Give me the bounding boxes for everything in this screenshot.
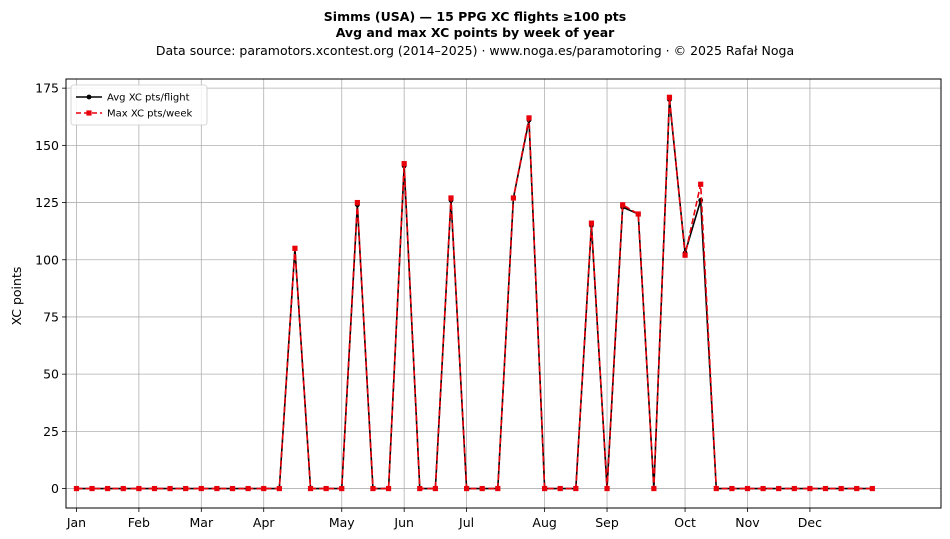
data-point (136, 485, 142, 492)
legend-label: Max XC pts/week (107, 109, 192, 120)
legend-label: Avg XC pts/flight (107, 93, 190, 104)
data-point (276, 485, 282, 492)
data-point (370, 485, 376, 492)
legend: Avg XC pts/flight Max XC pts/week (70, 84, 208, 126)
data-point (557, 485, 563, 492)
y-tick-label: 100 (35, 252, 59, 267)
data-point (479, 485, 485, 492)
data-point (120, 485, 126, 492)
x-tick-label: Nov (735, 515, 760, 530)
data-point (245, 485, 251, 492)
data-point (401, 161, 407, 167)
data-point (729, 485, 735, 492)
x-tick-label: Mar (190, 515, 214, 530)
data-point (448, 195, 454, 201)
series-max (73, 94, 875, 492)
x-tick-label: May (329, 515, 355, 530)
data-point (261, 485, 267, 492)
data-point (229, 485, 236, 492)
series-line (76, 98, 873, 490)
data-point (73, 485, 80, 492)
data-point (869, 485, 875, 492)
data-point (323, 485, 329, 492)
x-tick-label: Aug (532, 515, 556, 530)
data-point (417, 485, 423, 492)
data-point (620, 202, 626, 208)
legend-item: Max XC pts/week (76, 109, 192, 120)
data-point (214, 485, 220, 492)
legend-box (70, 84, 208, 126)
data-point (822, 485, 829, 492)
legend-marker (86, 94, 92, 100)
chart-title: Simms (USA) — 15 PPG XC flights ≥100 pts (324, 9, 626, 24)
x-tick-label: Sep (595, 515, 619, 530)
x-tick-label: Jun (393, 515, 414, 530)
data-point (854, 485, 860, 492)
data-point (510, 195, 517, 201)
y-tick-label: 150 (35, 138, 59, 153)
data-point (588, 220, 595, 226)
data-point (698, 181, 704, 187)
data-point (651, 485, 657, 492)
y-tick-label: 175 (35, 81, 59, 96)
data-point (682, 252, 688, 258)
x-tick-label: Feb (128, 515, 150, 530)
data-point (807, 485, 813, 492)
data-point (791, 485, 797, 492)
data-point (307, 485, 314, 492)
data-point (713, 485, 719, 492)
x-tick-label: Jul (458, 515, 474, 530)
data-point (838, 485, 844, 492)
y-axis-label: XC points (9, 267, 24, 326)
grid (66, 79, 941, 508)
y-tick-label: 50 (43, 367, 59, 382)
series-layer (73, 94, 875, 492)
data-point (495, 485, 501, 492)
data-point (385, 485, 392, 492)
data-point (635, 211, 641, 217)
y-tick-label: 25 (43, 424, 59, 439)
data-point (542, 485, 548, 492)
chart-source: Data source: paramotors.xcontest.org (20… (156, 43, 794, 58)
legend-item: Avg XC pts/flight (76, 93, 190, 104)
x-tick-label: Dec (798, 515, 822, 530)
x-tick-label: Apr (253, 515, 275, 530)
data-point (776, 485, 782, 492)
data-point (744, 485, 751, 492)
legend-marker (86, 110, 92, 116)
data-point (432, 485, 438, 492)
y-tick-label: 0 (51, 481, 59, 496)
series-avg (74, 97, 875, 491)
data-point (354, 199, 360, 206)
data-point (339, 485, 345, 492)
x-tick-label: Jan (66, 515, 86, 530)
x-tick-label: Oct (674, 515, 696, 530)
data-point (666, 94, 673, 100)
data-point (604, 485, 610, 492)
data-point (573, 485, 579, 492)
data-point (463, 485, 470, 492)
data-point (167, 485, 173, 492)
data-point (89, 485, 95, 492)
data-point (105, 485, 111, 492)
chart-subtitle: Avg and max XC points by week of year (336, 25, 615, 40)
data-point (760, 485, 766, 492)
y-axis: 0 25 50 75 100 125 150 175 (35, 81, 66, 496)
y-tick-label: 75 (43, 309, 59, 324)
data-point (292, 245, 298, 251)
series-line (76, 96, 873, 490)
x-axis: Jan Feb Mar Apr May Jun Jul Aug Sep Oct Nov Dec (66, 508, 822, 530)
data-point (198, 485, 204, 492)
plot-frame (65, 78, 942, 509)
data-point (526, 115, 532, 121)
data-point (183, 485, 189, 492)
data-point (151, 485, 158, 492)
y-tick-label: 125 (35, 195, 59, 210)
